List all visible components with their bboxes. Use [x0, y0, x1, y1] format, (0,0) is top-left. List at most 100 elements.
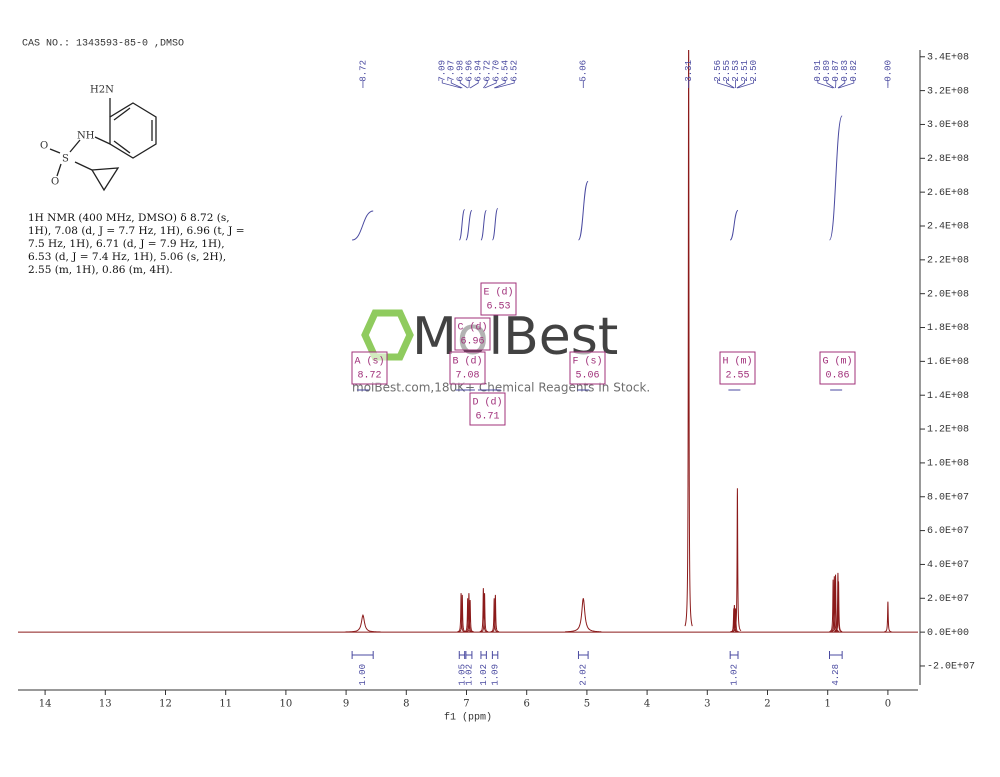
molecule-label: O	[51, 177, 59, 188]
integral-curve	[578, 181, 588, 240]
integral-bracket	[578, 651, 588, 659]
y-tick-label: 1.6E+08	[927, 357, 969, 368]
benzene-ring	[110, 103, 156, 158]
y-tick-label: 4.0E+07	[927, 560, 969, 571]
integral-curve	[459, 210, 464, 240]
peak	[884, 602, 891, 632]
multiplet-shift: 5.06	[575, 371, 599, 382]
peak	[685, 23, 692, 626]
y-tick-label: 1.8E+08	[927, 323, 969, 334]
y-tick-label: 1.0E+08	[927, 459, 969, 470]
bond	[70, 140, 80, 152]
integral-label: 1.09	[490, 664, 500, 686]
x-tick-label: 7	[463, 699, 469, 710]
x-tick-label: 1	[825, 699, 831, 710]
molecule	[50, 98, 156, 190]
nmr-line: 6.53 (d, J = 7.4 Hz, 1H), 5.06 (s, 2H),	[28, 251, 226, 263]
y-tick-label: 2.0E+08	[927, 289, 969, 300]
x-tick-label: 11	[219, 699, 232, 710]
watermark-logo	[365, 313, 410, 357]
y-tick-label: 8.0E+07	[927, 492, 969, 503]
nmr-line: 1H NMR (400 MHz, DMSO) δ 8.72 (s,	[28, 212, 230, 224]
molecule-label: H2N	[90, 85, 114, 96]
y-tick-label: 6.0E+07	[927, 526, 969, 537]
multiplet-shift: 6.71	[475, 412, 499, 423]
y-tick-label: 3.4E+08	[927, 52, 969, 63]
x-tick-label: 5	[584, 699, 590, 710]
integral-bracket	[459, 651, 464, 659]
integral-bracket	[830, 651, 843, 659]
x-tick-label: 6	[524, 699, 530, 710]
x-tick-label: 12	[159, 699, 172, 710]
integral-label: 1.02	[729, 664, 739, 686]
x-tick-label: 2	[764, 699, 770, 710]
integral-curve	[492, 208, 497, 240]
y-tick-label: -2.0E+07	[927, 662, 975, 673]
multiplet-shift: 6.96	[460, 337, 484, 348]
multiplet-name: B (d)	[452, 356, 482, 368]
multiplet-name: H (m)	[722, 356, 752, 368]
x-tick-label: 10	[280, 699, 293, 710]
x-tick-label: 13	[99, 699, 112, 710]
integral-bracket	[730, 651, 738, 659]
y-tick-label: 3.0E+08	[927, 120, 969, 131]
y-tick-label: 2.2E+08	[927, 255, 969, 266]
multiplet-shift: 8.72	[357, 371, 381, 382]
x-tick-label: 14	[39, 699, 52, 710]
cyclopropane	[92, 168, 118, 190]
peak-label: 3.31	[684, 60, 694, 82]
peak-label: 2.50	[749, 60, 759, 82]
x-tick-label: 3	[704, 699, 710, 710]
y-tick-label: 2.8E+08	[927, 154, 969, 165]
nmr-description: 1H NMR (400 MHz, DMSO) δ 8.72 (s,1H), 7.…	[28, 212, 245, 276]
multiplet-name: A (s)	[354, 356, 384, 368]
multiplet-shift: 6.53	[486, 302, 510, 313]
y-tick-label: 1.2E+08	[927, 425, 969, 436]
molecule-label: NH	[77, 131, 95, 142]
header: CAS NO.: 1343593-85-0 ,DMSO	[22, 39, 184, 50]
bond	[75, 162, 92, 170]
y-tick-label: 2.6E+08	[927, 188, 969, 199]
bond	[57, 164, 61, 176]
x-tick-label: 4	[644, 699, 650, 710]
peak-label: 6.52	[510, 60, 520, 82]
bond	[95, 137, 110, 144]
integral-bracket	[352, 651, 373, 659]
integral-curve	[481, 210, 486, 240]
x-tick-label: 9	[343, 699, 349, 710]
x-tick-label: 0	[885, 699, 891, 710]
multiplet-shift: 7.08	[455, 371, 479, 382]
molecule-label: S	[62, 154, 69, 165]
bond	[50, 149, 60, 153]
multiplet-shift: 2.55	[725, 371, 749, 382]
y-tick-label: 0.0E+00	[927, 628, 969, 639]
x-tick-label: 8	[403, 699, 409, 710]
peak-label: 8.72	[358, 60, 368, 82]
peak	[345, 615, 381, 632]
peak	[565, 598, 601, 632]
integral-bracket	[492, 651, 497, 659]
y-tick-label: 2.0E+07	[927, 594, 969, 605]
multiplet-name: F (s)	[572, 356, 602, 368]
integral-label: 1.02	[479, 664, 489, 686]
integral-bracket	[466, 651, 472, 659]
integral-label: 1.00	[358, 664, 368, 686]
integral-label: 4.28	[831, 664, 841, 686]
peak-label: 0.82	[849, 60, 859, 82]
peak-label: 5.06	[579, 60, 589, 82]
multiplet-name: C (d)	[457, 322, 487, 334]
integral-label: 1.02	[464, 664, 474, 686]
integral-curve	[466, 210, 472, 240]
multiplet-name: E (d)	[483, 287, 513, 299]
molecule-label: O	[40, 141, 48, 152]
y-tick-label: 1.4E+08	[927, 391, 969, 402]
integral-curve	[830, 116, 843, 240]
integral-label: 2.02	[579, 664, 589, 686]
y-tick-label: 3.2E+08	[927, 86, 969, 97]
integral-bracket	[481, 651, 486, 659]
nmr-line: 7.5 Hz, 1H), 6.71 (d, J = 7.9 Hz, 1H),	[28, 238, 225, 250]
nmr-line: 1H), 7.08 (d, J = 7.7 Hz, 1H), 6.96 (t, …	[28, 225, 245, 237]
multiplet-name: D (d)	[472, 397, 502, 409]
